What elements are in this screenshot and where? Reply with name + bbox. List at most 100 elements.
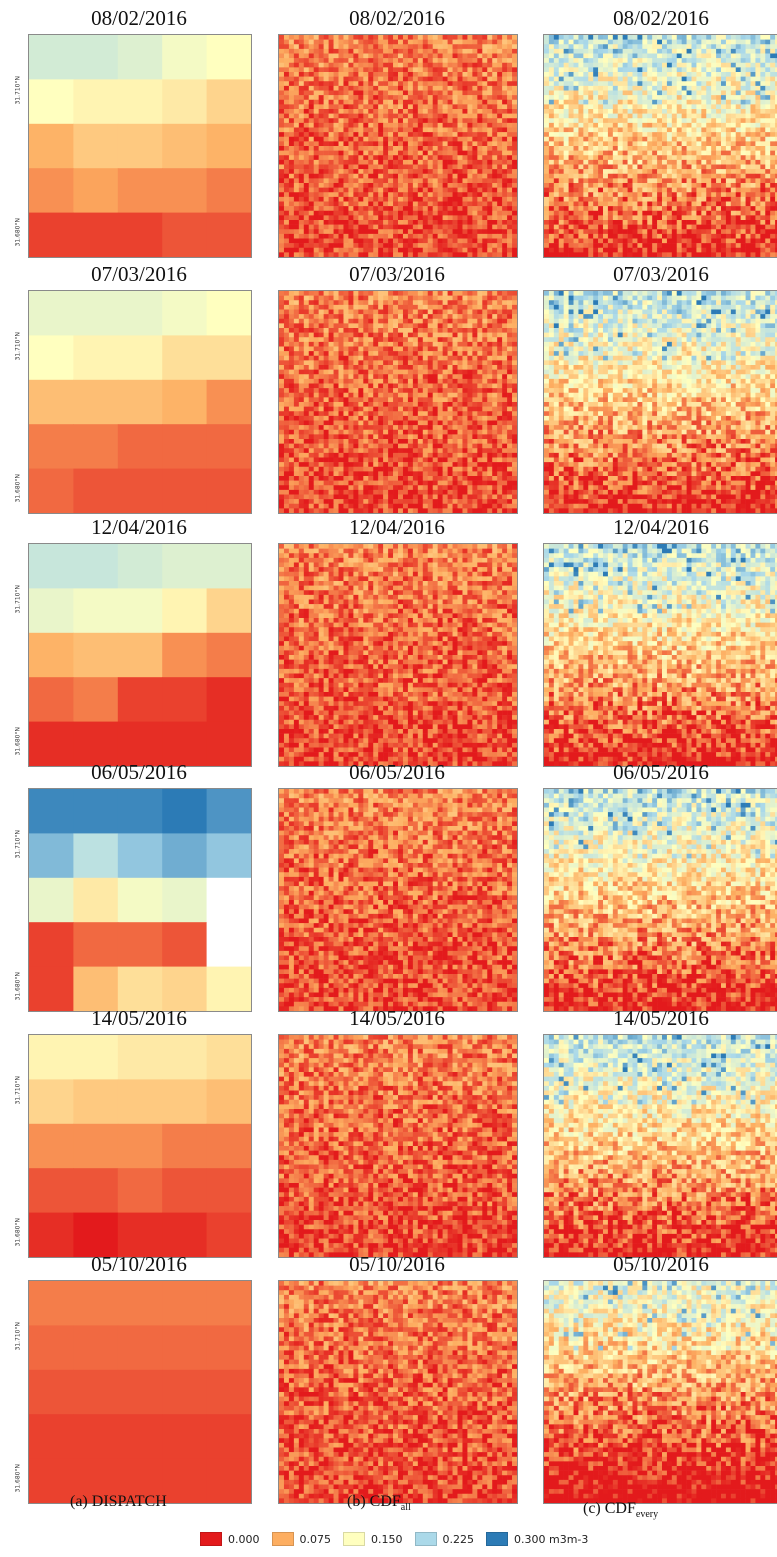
cdf-every-cell: [583, 215, 589, 221]
cdf-every-cell: [666, 76, 673, 82]
cdf-every-cell: [607, 192, 614, 198]
cdf-all-cell: [333, 118, 339, 124]
cdf-all-cell: [279, 155, 285, 161]
cdf-every-cell: [573, 109, 579, 114]
cdf-all-cell: [507, 169, 513, 175]
cdf-all-cell: [512, 122, 517, 128]
cdf-every-cell: [662, 159, 668, 165]
cdf-all-cell: [412, 35, 419, 40]
cdf-every-cell: [627, 48, 633, 54]
cdf-all-cell: [293, 53, 300, 59]
cdf-all-cell: [338, 206, 344, 212]
cdf-all-cell: [318, 304, 324, 310]
cdf-every-cell: [676, 35, 682, 40]
cdf-every-cell: [770, 113, 776, 119]
cdf-every-cell: [598, 233, 604, 239]
cdf-every-cell: [706, 206, 712, 212]
cdf-every-cell: [607, 44, 614, 50]
cdf-all-cell: [497, 159, 503, 165]
cdf-every-cell: [657, 132, 663, 138]
date-label-c-2: 07/03/2016: [543, 262, 777, 287]
cdf-all-cell: [338, 90, 344, 96]
cdf-every-cell: [642, 113, 648, 119]
cdf-all-cell: [502, 169, 508, 175]
cdf-every-cell: [765, 178, 771, 184]
cdf-every-cell: [770, 169, 776, 175]
cdf-all-cell: [298, 44, 305, 50]
cdf-all-cell: [492, 173, 498, 179]
cdf-every-cell: [716, 109, 722, 114]
cdf-all-cell: [407, 127, 414, 133]
cdf-all-cell: [283, 295, 290, 301]
cdf-all-cell: [293, 169, 300, 175]
cdf-every-cell: [622, 141, 628, 147]
cdf-every-cell: [622, 104, 628, 110]
cdf-every-cell: [632, 136, 638, 142]
cdf-all-cell: [368, 215, 374, 221]
cdf-every-cell: [676, 136, 682, 142]
cdf-every-cell: [666, 127, 673, 133]
cdf-every-cell: [740, 215, 746, 221]
cdf-all-cell: [333, 35, 339, 40]
cdf-every-cell: [730, 81, 737, 87]
cdf-every-cell: [657, 183, 663, 188]
cdf-all-cell: [279, 99, 285, 105]
cdf-every-cell: [706, 85, 712, 91]
cdf-every-cell: [627, 224, 633, 230]
cdf-every-cell: [696, 150, 702, 156]
cdf-all-cell: [303, 164, 310, 170]
cdf-all-cell: [432, 224, 438, 230]
cdf-every-cell: [583, 169, 589, 175]
cdf-all-cell: [492, 67, 498, 73]
cdf-all-cell: [398, 192, 404, 198]
cdf-all-cell: [497, 215, 503, 221]
cdf-all-cell: [432, 155, 438, 161]
cdf-all-cell: [412, 173, 419, 179]
cdf-all-cell: [447, 72, 453, 77]
cdf-every-cell: [578, 67, 584, 73]
cdf-all-cell: [477, 132, 483, 138]
cdf-every-cell: [637, 178, 643, 184]
cdf-every-cell: [671, 183, 678, 188]
cdf-all-cell: [447, 304, 453, 310]
cdf-all-cell: [427, 243, 434, 249]
cdf-all-cell: [437, 247, 443, 253]
cdf-every-cell: [765, 39, 771, 45]
cdf-all-cell: [402, 85, 409, 91]
cdf-every-cell: [730, 159, 737, 165]
cdf-all-cell: [373, 314, 379, 320]
cdf-all-cell: [512, 76, 517, 82]
cdf-all-cell: [457, 318, 463, 324]
cdf-every-cell: [588, 136, 594, 142]
cdf-all-cell: [343, 99, 349, 105]
cdf-every-cell: [617, 127, 623, 133]
cdf-every-cell: [652, 220, 658, 225]
cdf-all-cell: [283, 291, 290, 296]
cdf-all-cell: [288, 164, 295, 170]
cdf-every-cell: [607, 229, 614, 235]
cdf-all-cell: [402, 173, 409, 179]
cdf-every-cell: [745, 159, 751, 165]
cdf-every-cell: [755, 238, 761, 244]
cdf-all-cell: [279, 146, 285, 151]
cdf-all-cell: [492, 178, 498, 184]
cdf-all-cell: [343, 178, 349, 184]
cdf-every-cell: [662, 141, 668, 147]
cdf-all-cell: [328, 178, 334, 184]
cdf-every-cell: [578, 159, 584, 165]
cdf-all-cell: [293, 99, 300, 105]
cdf-all-cell: [398, 136, 404, 142]
cdf-every-cell: [740, 220, 746, 225]
cdf-all-cell: [333, 62, 339, 68]
cdf-all-cell: [432, 90, 438, 96]
cdf-all-cell: [378, 35, 384, 40]
cdf-every-cell: [612, 58, 619, 64]
cdf-all-cell: [442, 146, 448, 151]
cdf-every-cell: [607, 196, 614, 202]
cdf-every-cell: [706, 81, 712, 87]
cdf-all-cell: [422, 178, 429, 184]
cdf-all-cell: [358, 62, 364, 68]
dispatch-cell: [162, 79, 208, 125]
cdf-every-cell: [622, 150, 628, 156]
cdf-all-cell: [452, 127, 458, 133]
